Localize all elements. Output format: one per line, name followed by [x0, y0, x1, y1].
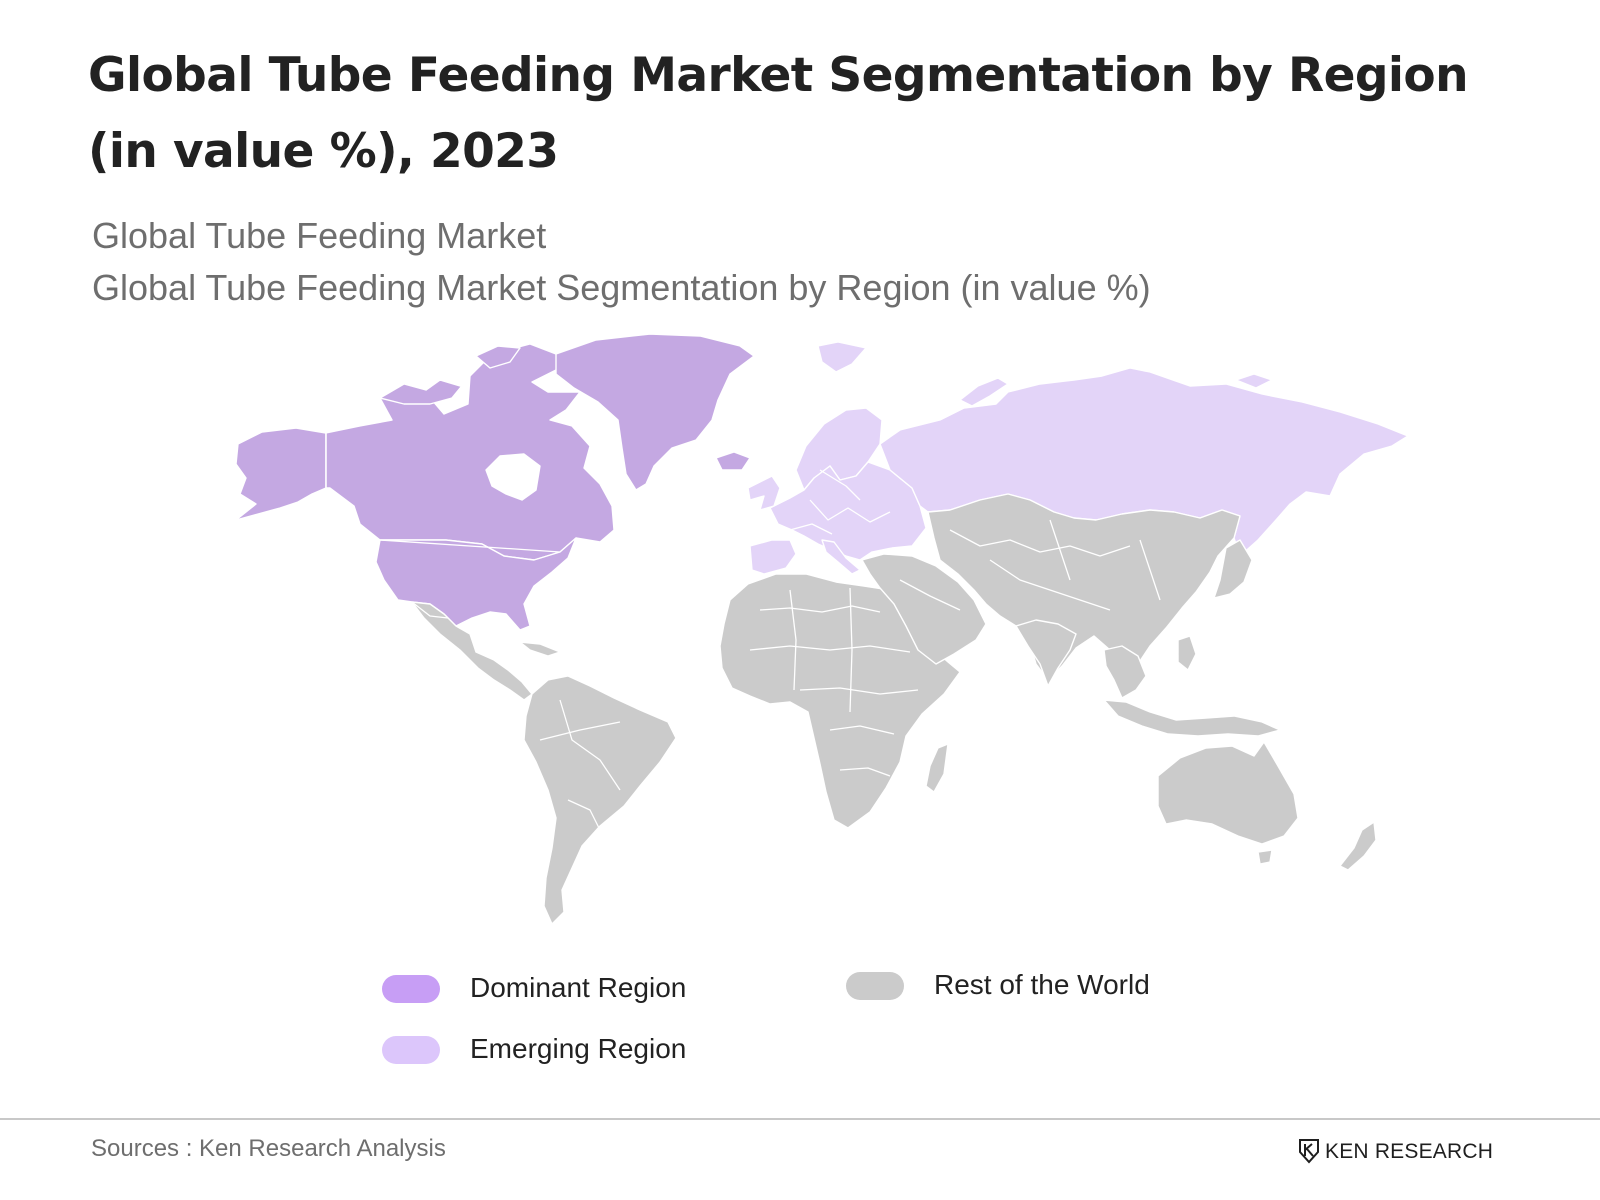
region-italy [821, 539, 861, 575]
region-hudson-bay [485, 453, 541, 501]
region-new-zealand [1339, 821, 1377, 871]
region-novaya-zemlya [959, 377, 1009, 407]
legend-swatch-dominant [382, 975, 440, 1003]
legend-swatch-emerging [382, 1036, 440, 1064]
region-arctic-islands [379, 375, 471, 405]
subtitle-market: Global Tube Feeding Market [92, 215, 547, 256]
region-uk-ireland [747, 475, 781, 511]
country-borders [325, 433, 1161, 831]
region-arctic-islands-2 [475, 345, 521, 369]
region-tasmania [1257, 849, 1273, 865]
subtitle-segmentation: Global Tube Feeding Market Segmentation … [92, 267, 1151, 308]
region-greenland [555, 333, 755, 491]
region-japan [1213, 539, 1253, 599]
chart-title: Global Tube Feeding Market Segmentation … [88, 48, 1469, 179]
region-arctic-russia-islands [1235, 373, 1273, 389]
footer-divider [0, 1118, 1600, 1120]
legend-label-dominant: Dominant Region [470, 972, 687, 1003]
source-note: Sources : Ken Research Analysis [91, 1135, 446, 1162]
brand-name: KEN RESEARCH [1325, 1140, 1494, 1163]
region-central-america [411, 601, 533, 701]
region-usa [375, 537, 577, 631]
region-svalbard [817, 341, 867, 373]
region-alaska [235, 427, 327, 521]
region-indonesia [1103, 699, 1281, 737]
world-map [235, 333, 1409, 925]
legend-label-emerging: Emerging Region [470, 1033, 687, 1064]
region-south-america [523, 675, 677, 925]
ken-research-logo-icon [1299, 1139, 1319, 1164]
region-middle-east [861, 553, 987, 665]
legend-label-rest: Rest of the World [934, 969, 1150, 1000]
region-africa [719, 573, 961, 829]
region-southeast-asia [1103, 645, 1147, 699]
region-madagascar [925, 743, 949, 793]
region-europe-mainland [769, 461, 927, 561]
region-caribbean [519, 641, 561, 657]
region-australia [1157, 741, 1299, 845]
region-iberia [749, 539, 797, 575]
region-iceland [715, 451, 751, 471]
region-india [1015, 619, 1077, 687]
legend-swatch-rest [846, 972, 904, 1000]
region-philippines [1177, 635, 1197, 671]
